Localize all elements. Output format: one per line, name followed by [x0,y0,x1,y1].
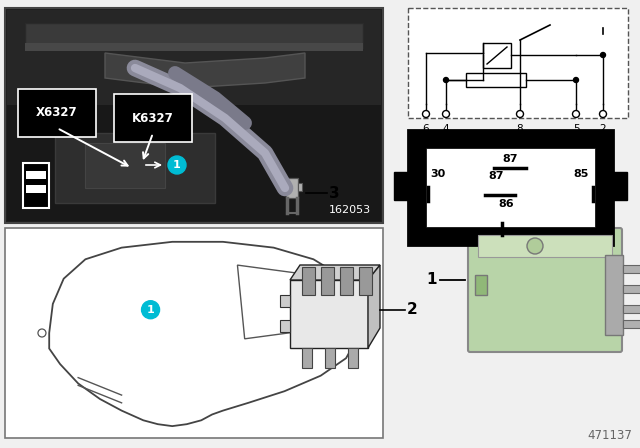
Bar [613,172,627,200]
Bar [348,348,358,368]
Text: 1: 1 [147,305,154,314]
Circle shape [422,111,429,117]
Text: 85: 85 [573,169,588,179]
Bar [623,305,640,313]
Bar [394,172,408,200]
Polygon shape [49,242,360,426]
Circle shape [573,111,579,117]
Text: 2: 2 [600,124,606,134]
Text: 87: 87 [488,171,504,181]
Bar [5,8,383,223]
FancyBboxPatch shape [468,228,622,352]
Bar [623,320,640,328]
Polygon shape [105,53,305,88]
Bar [298,183,302,191]
Text: 87: 87 [502,154,518,164]
Bar [475,275,487,295]
Bar [55,133,215,203]
Bar [408,8,628,118]
Text: 30: 30 [419,134,433,144]
Bar [280,295,290,307]
Text: 30: 30 [430,169,445,179]
Bar [478,235,612,257]
Bar [623,265,640,273]
Text: 162053: 162053 [329,205,371,215]
Bar [483,43,511,68]
Text: 1: 1 [426,272,437,288]
Text: 1: 1 [173,160,181,170]
Bar [25,23,363,48]
Bar [623,285,640,293]
Text: 87: 87 [596,134,610,144]
Circle shape [573,78,579,82]
Bar [321,267,334,295]
Circle shape [442,111,449,117]
Circle shape [141,301,159,319]
Bar [26,171,46,179]
Bar [466,73,526,87]
Text: 2: 2 [407,302,418,318]
Bar [359,267,372,295]
Text: 5: 5 [573,124,579,134]
Bar [7,10,381,107]
Bar [408,130,613,245]
Bar [85,143,165,188]
Circle shape [600,52,605,57]
Polygon shape [368,265,380,348]
Bar [7,105,381,221]
Text: 6: 6 [422,124,429,134]
Circle shape [38,329,46,337]
Text: 87: 87 [570,134,582,144]
Bar [426,148,595,227]
Bar [25,43,363,51]
Bar [280,320,290,332]
Bar [282,183,286,191]
Text: 471137: 471137 [587,429,632,442]
Text: 86: 86 [513,134,527,144]
Circle shape [527,238,543,254]
Circle shape [600,111,607,117]
Text: 3: 3 [329,185,340,201]
Polygon shape [290,265,380,280]
Bar [302,267,315,295]
Bar [340,267,353,295]
Text: 85: 85 [440,134,452,144]
Bar [286,178,298,198]
Text: 86: 86 [498,199,514,209]
Bar [325,348,335,368]
Bar [605,255,623,335]
Bar [26,185,46,193]
Polygon shape [237,265,317,339]
Text: X6327: X6327 [36,107,78,120]
Bar [302,348,312,368]
Circle shape [168,156,186,174]
Text: 8: 8 [516,124,524,134]
Circle shape [444,78,449,82]
Bar [290,280,368,348]
Circle shape [516,111,524,117]
Bar [5,228,383,438]
Text: K6327: K6327 [132,112,174,125]
Bar [23,163,49,208]
Text: 4: 4 [443,124,449,134]
